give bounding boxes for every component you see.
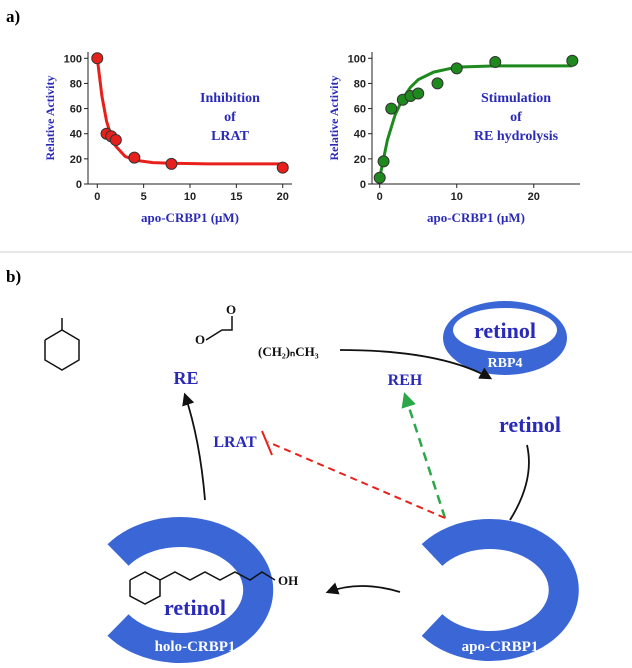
- y-tick-label: 40: [70, 129, 82, 141]
- y-axis-label: Relative Activity: [327, 76, 341, 161]
- y-axis-label: Relative Activity: [43, 76, 57, 161]
- fit-line: [378, 64, 573, 179]
- annotation: RE hydrolysis: [474, 129, 559, 144]
- label: LRAT: [213, 434, 257, 451]
- data-point: [373, 171, 386, 184]
- label: holo-CRBP1: [155, 639, 236, 655]
- y-tick-label: 80: [70, 78, 82, 90]
- molecule: [159, 571, 276, 581]
- x-axis-label: apo-CRBP1 (μM): [427, 210, 525, 225]
- data-point: [566, 54, 579, 67]
- label: retinol: [474, 318, 536, 343]
- holo-crbp1-shape: [107, 517, 274, 663]
- y-tick-label: 80: [354, 78, 366, 90]
- data-point: [276, 161, 289, 174]
- arrow: [509, 444, 530, 521]
- data-point: [450, 62, 463, 75]
- data-point: [91, 52, 104, 65]
- annotation: LRAT: [211, 129, 250, 144]
- label: RBP4: [488, 356, 523, 371]
- y-tick-label: 60: [70, 104, 82, 116]
- fit-line: [95, 58, 283, 166]
- arrow: [401, 392, 447, 519]
- y-tick-label: 40: [354, 129, 366, 141]
- x-tick-label: 10: [184, 191, 196, 203]
- diagram: retinol RBP4 retinol retinol holo-CRBP1 …: [44, 301, 579, 663]
- atom: OH: [278, 573, 298, 588]
- data-point: [109, 134, 122, 146]
- x-tick-label: 20: [277, 191, 289, 203]
- arrow: [182, 392, 206, 501]
- panel-label: b): [6, 267, 21, 286]
- y-tick-label: 100: [64, 53, 82, 65]
- molecule: [129, 571, 161, 605]
- y-tick-label: 20: [70, 154, 82, 166]
- atom: O: [195, 332, 205, 347]
- x-tick-label: 20: [528, 191, 540, 203]
- data-point: [385, 102, 398, 115]
- apo-crbp1-shape: [421, 519, 579, 661]
- y-tick-label: 20: [354, 154, 366, 166]
- annotation: Inhibition: [200, 91, 260, 106]
- data-point: [489, 56, 502, 69]
- x-tick-label: 5: [141, 191, 147, 203]
- y-tick-label: 0: [360, 179, 366, 191]
- molecule: [44, 329, 80, 371]
- y-tick-label: 100: [348, 53, 366, 65]
- annotation: Stimulation: [481, 91, 551, 106]
- label: retinol: [499, 412, 561, 437]
- x-axis-label: apo-CRBP1 (μM): [141, 210, 239, 225]
- data-point: [431, 77, 444, 90]
- atom: (CH₂)ₙCH₃: [258, 344, 319, 359]
- y-tick-label: 0: [76, 179, 82, 191]
- panel-label: a): [6, 7, 20, 26]
- x-tick-label: 15: [230, 191, 242, 203]
- arrow: [339, 349, 493, 380]
- arrow: [325, 582, 401, 595]
- label: RE: [173, 368, 198, 388]
- data-point: [412, 87, 425, 100]
- label: apo-CRBP1: [462, 639, 539, 655]
- x-tick-label: 0: [94, 191, 100, 203]
- x-tick-label: 0: [377, 191, 383, 203]
- x-tick-label: 10: [451, 191, 463, 203]
- annotation: of: [510, 110, 522, 125]
- y-tick-label: 60: [354, 104, 366, 116]
- data-point: [128, 151, 141, 164]
- inhibition: [267, 441, 446, 519]
- annotation: of: [224, 110, 236, 125]
- label: retinol: [164, 595, 226, 620]
- rbp4-pocket: [453, 308, 557, 352]
- data-point: [377, 155, 390, 168]
- data-point: [165, 157, 178, 170]
- molecule: [205, 316, 233, 341]
- inhibition-bar: [261, 430, 273, 456]
- label: REH: [388, 372, 423, 389]
- atom: O: [226, 302, 236, 317]
